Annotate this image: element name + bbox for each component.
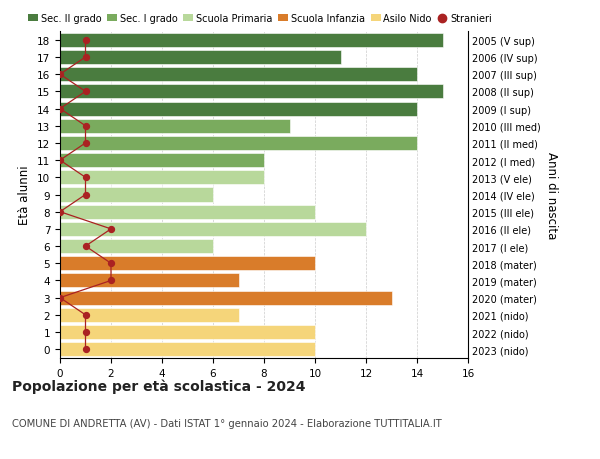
Bar	[60, 325, 315, 339]
Bar	[60, 154, 264, 168]
Bar	[60, 102, 417, 116]
Bar	[60, 308, 239, 322]
Legend: Sec. II grado, Sec. I grado, Scuola Primaria, Scuola Infanzia, Asilo Nido, Stran: Sec. II grado, Sec. I grado, Scuola Prim…	[28, 14, 492, 24]
Point	[80, 346, 91, 353]
Point	[80, 243, 91, 250]
Text: COMUNE DI ANDRETTA (AV) - Dati ISTAT 1° gennaio 2024 - Elaborazione TUTTITALIA.I: COMUNE DI ANDRETTA (AV) - Dati ISTAT 1° …	[12, 418, 442, 428]
Point	[80, 191, 91, 199]
Bar	[60, 51, 341, 65]
Bar	[60, 291, 392, 305]
Bar	[60, 222, 366, 236]
Point	[80, 123, 91, 130]
Y-axis label: Anni di nascita: Anni di nascita	[545, 151, 557, 239]
Point	[55, 71, 65, 78]
Bar	[60, 68, 417, 82]
Point	[80, 312, 91, 319]
Bar	[60, 137, 417, 151]
Point	[80, 54, 91, 62]
Bar	[60, 257, 315, 271]
Bar	[60, 85, 443, 99]
Point	[80, 89, 91, 96]
Point	[106, 260, 116, 267]
Point	[80, 329, 91, 336]
Point	[106, 226, 116, 233]
Y-axis label: Età alunni: Età alunni	[19, 165, 31, 225]
Point	[80, 174, 91, 182]
Point	[106, 277, 116, 285]
Bar	[60, 171, 264, 185]
Bar	[60, 342, 315, 357]
Bar	[60, 119, 290, 134]
Point	[55, 208, 65, 216]
Point	[55, 157, 65, 164]
Bar	[60, 240, 213, 253]
Bar	[60, 34, 443, 48]
Point	[55, 106, 65, 113]
Point	[55, 294, 65, 302]
Point	[80, 37, 91, 45]
Bar	[60, 205, 315, 219]
Text: Popolazione per età scolastica - 2024: Popolazione per età scolastica - 2024	[12, 379, 305, 393]
Bar	[60, 188, 213, 202]
Point	[80, 140, 91, 147]
Bar	[60, 274, 239, 288]
